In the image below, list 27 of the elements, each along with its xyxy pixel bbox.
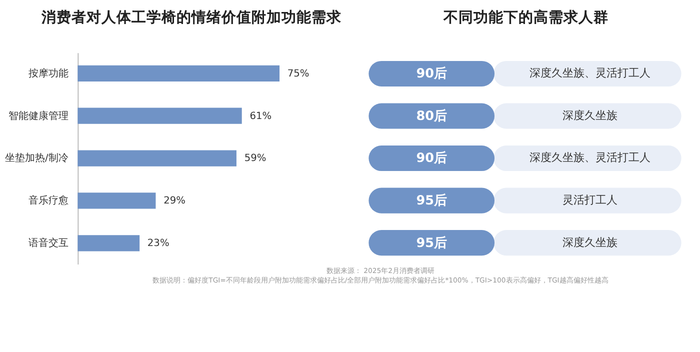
bar [78,65,280,82]
category-label: 90后 [416,66,447,82]
text: 深度久坐族 [562,236,618,249]
data-label: 59% [244,153,266,164]
data-label: 23% [147,238,170,250]
data-label: 75% [287,68,310,80]
bar [78,192,156,209]
data-label: 29% [164,196,186,207]
text: 不同功能下的高需求人群 [442,8,608,26]
y-tick-label: 智能健康管理 [8,110,68,122]
category-label: 80后 [416,108,447,124]
category-label: 95后 [416,192,447,208]
text: 灵活打工人 [562,193,618,206]
bar [78,108,242,124]
category-label: 90后 [416,150,447,166]
y-tick-label: 坐垫加热/制冷 [5,152,68,164]
text: 深度久坐族、灵活打工人 [529,151,650,164]
y-tick-label: 按摩功能 [28,67,68,80]
y-tick-label: 音乐疗愈 [28,194,68,207]
bar [78,150,236,166]
category-label: 95后 [416,234,447,251]
chart-title: 消费者对人体工学椅的情绪价值附加功能需求 [40,9,343,26]
text: 深度久坐族、灵活打工人 [529,66,650,80]
text: 深度久坐族 [562,108,618,122]
data-label: 61% [250,110,272,122]
bar [78,235,140,252]
y-tick-label: 语音交互 [28,237,68,250]
